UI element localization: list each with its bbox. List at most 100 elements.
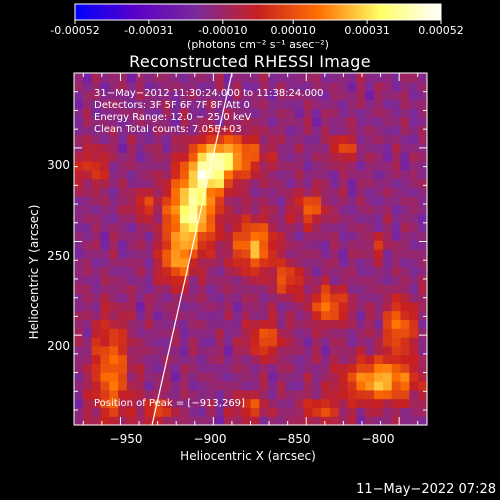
heatmap-cell [74,81,84,92]
heatmap-cell [391,187,402,197]
heatmap-cell [135,354,146,364]
heatmap-cell [321,266,331,276]
heatmap-cell [162,319,172,329]
heatmap-cell [312,328,322,338]
heatmap-cell [74,372,84,382]
heatmap-cell [382,213,393,224]
heatmap-cell [232,125,243,136]
heatmap-cell [356,301,366,312]
heatmap-cell [91,293,102,303]
heatmap-cell [321,363,331,373]
heatmap-cell [338,310,349,320]
x-tick-label: −950 [109,432,143,446]
heatmap-cell [206,372,216,382]
heatmap-cell [365,407,375,417]
heatmap-cell [391,196,402,206]
heatmap-cell [215,416,225,426]
heatmap-cell [126,125,137,136]
heatmap-cell [382,231,393,241]
heatmap-cell [224,284,234,294]
heatmap-cell [153,293,163,303]
heatmap-cell [91,275,102,285]
heatmap-cell [347,381,357,391]
heatmap-cell [171,117,181,127]
heatmap-cell [100,319,110,329]
heatmap-cell [135,108,146,118]
heatmap-cell [285,398,296,408]
heatmap-cell [285,416,296,426]
heatmap-cell [312,134,322,144]
heatmap-cell [285,222,296,232]
heatmap-cell [250,134,260,144]
heatmap-cell [144,222,155,232]
heatmap-cell [118,231,128,241]
heatmap-cell [171,81,181,92]
heatmap-cell [144,301,155,312]
heatmap-cell [188,328,199,338]
heatmap-cell [418,398,428,408]
heatmap-cell [259,169,269,180]
heatmap-cell [409,354,419,364]
heatmap-cell [356,90,366,100]
heatmap-cell [241,196,252,206]
heatmap-cell [162,240,172,250]
heatmap-cell [409,231,419,241]
heatmap-cell [135,205,146,215]
heatmap-cell [206,117,216,127]
heatmap-cell [365,354,375,364]
heatmap-cell [109,257,119,268]
heatmap-cell [418,319,428,329]
heatmap-cell [188,381,199,391]
heatmap-cell [329,125,340,136]
heatmap-cell [171,363,181,373]
annotation-energy-range: Energy Range: 12.0 − 25.0 keV [94,112,252,123]
heatmap-cell [144,108,155,118]
heatmap-cell [347,398,357,408]
heatmap-cell [409,301,419,312]
heatmap-cell [232,407,243,417]
heatmap-cell [374,161,384,171]
heatmap-cell [418,275,428,285]
heatmap-cell [126,407,137,417]
heatmap-cell [294,125,305,136]
heatmap-cell [153,205,163,215]
heatmap-cell [250,249,260,259]
heatmap-cell [347,240,357,250]
heatmap-cell [409,169,419,180]
heatmap-cell [206,310,216,320]
heatmap-cell [321,284,331,294]
heatmap-cell [409,205,419,215]
heatmap-cell [400,73,410,83]
heatmap-cell [232,293,243,303]
heatmap-cell [391,389,402,400]
heatmap-cell [118,169,128,180]
heatmap-cell [303,161,313,171]
heatmap-cell [215,161,225,171]
heatmap-cell [91,372,102,382]
heatmap-cell [82,407,93,417]
heatmap-cell [206,99,216,109]
heatmap-cell [365,169,375,180]
heatmap-cell [418,205,428,215]
heatmap-cell [153,222,163,232]
heatmap-cell [144,381,155,391]
heatmap-cell [135,240,146,250]
heatmap-cell [268,381,278,391]
heatmap-cell [365,337,375,347]
heatmap-cell [321,117,331,127]
peak-position-label: Position of Peak = [−913,269] [94,398,245,409]
heatmap-cell [197,337,207,347]
heatmap-cell [118,108,128,118]
heatmap-cell [188,161,199,171]
heatmap-cell [259,240,269,250]
heatmap-cell [268,90,278,100]
heatmap-cell [109,125,119,136]
colorbar-tick-label: -0.00010 [198,24,248,37]
heatmap-cell [224,187,234,197]
heatmap-cell [321,90,331,100]
heatmap-cell [241,205,252,215]
heatmap-cell [232,108,243,118]
heatmap-cell [268,161,278,171]
heatmap-cell [179,213,190,224]
heatmap-cell [241,90,252,100]
